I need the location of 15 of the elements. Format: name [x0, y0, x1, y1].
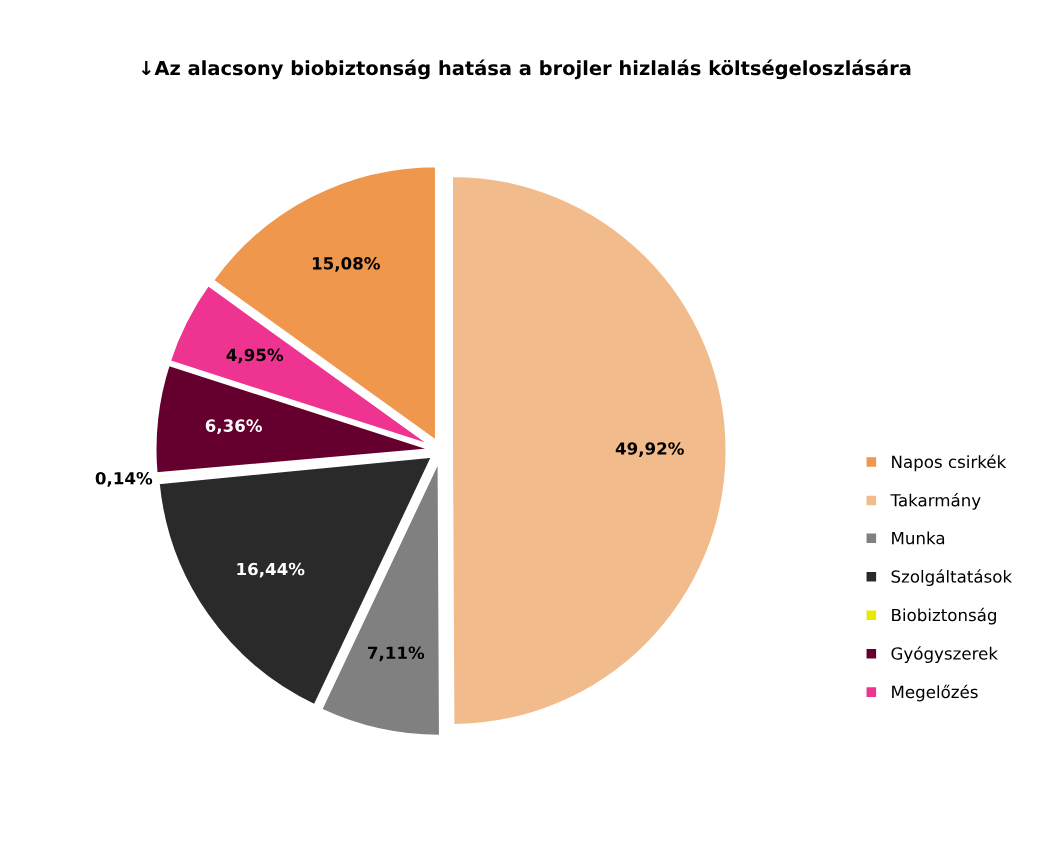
legend-label: Munka [892, 531, 945, 545]
legend-label: Gyógyszerek [891, 646, 998, 663]
legend-label: Napos csirkék [892, 454, 1007, 472]
data-label: 4,95% [226, 348, 284, 364]
legend-label: Biobiztonság [892, 607, 996, 625]
data-label: 16,44% [237, 562, 305, 578]
legend-label: Megelőzés [892, 684, 978, 702]
legend-label: Szolgáltatások [891, 569, 1013, 587]
data-label: 0,14% [95, 471, 153, 487]
data-label: 49,92% [615, 442, 684, 457]
data-label: 15,08% [312, 257, 380, 272]
data-label: 7,11% [368, 646, 425, 662]
legend-label: Takarmány [890, 493, 981, 510]
chart-title: ↓Az alacsony biobiztonság hatása a brojler hizlalás költségeloszlására [141, 59, 911, 80]
data-label: 6,36% [205, 419, 262, 435]
